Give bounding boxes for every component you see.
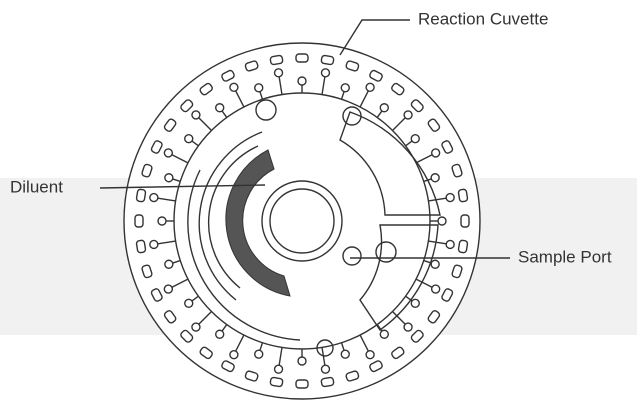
cuvette-port (185, 135, 193, 143)
cuvette-port (216, 104, 224, 112)
cuvette-port (321, 365, 329, 373)
cuvette-port (150, 194, 158, 202)
cuvette (296, 380, 308, 388)
cuvette-port (192, 111, 200, 119)
cuvette-port (164, 149, 172, 157)
cuvette-port (230, 83, 238, 91)
cuvette-port (366, 351, 374, 359)
cuvette-port (216, 330, 224, 338)
cuvette-port (158, 217, 166, 225)
cuvette-port (185, 299, 193, 307)
cuvette-port (164, 285, 172, 293)
cuvette-port (275, 69, 283, 77)
cuvette-port (411, 299, 419, 307)
cuvette (458, 189, 468, 202)
cuvette-port (432, 285, 440, 293)
cuvette (458, 240, 468, 253)
label: Sample Port (518, 247, 612, 266)
cuvette-port (431, 260, 439, 268)
cuvette-port (321, 69, 329, 77)
cuvette-port (446, 240, 454, 248)
cuvette (136, 189, 146, 202)
diagram: Reaction Cuvette Diluent Sample Port (0, 0, 637, 400)
cuvette-port (366, 83, 374, 91)
cuvette-port (404, 111, 412, 119)
cuvette-port (431, 174, 439, 182)
cuvette-port (432, 149, 440, 157)
cuvette-port (255, 350, 263, 358)
cuvette (135, 215, 143, 227)
cuvette-port (165, 260, 173, 268)
cuvette-port (165, 174, 173, 182)
cuvette-port (230, 351, 238, 359)
cuvette (136, 240, 146, 253)
cuvette (296, 54, 308, 62)
cuvette-port (150, 240, 158, 248)
label: Diluent (10, 177, 63, 196)
cuvette-port (341, 350, 349, 358)
cuvette (270, 377, 283, 387)
cuvette-port (446, 194, 454, 202)
cuvette-port (298, 77, 306, 85)
cuvette (321, 377, 334, 387)
cuvette (461, 215, 469, 227)
cuvette-port (380, 330, 388, 338)
cuvette-port (380, 104, 388, 112)
hub (262, 181, 342, 261)
cuvette-port (275, 365, 283, 373)
cuvette-port (255, 84, 263, 92)
cuvette-port (341, 84, 349, 92)
cuvette (321, 55, 334, 65)
label: Reaction Cuvette (418, 9, 548, 28)
cuvette-port (298, 357, 306, 365)
cuvette (270, 55, 283, 65)
cuvette-port (404, 323, 412, 331)
cuvette-port (192, 323, 200, 331)
cuvette-port (438, 217, 446, 225)
cuvette-port (411, 135, 419, 143)
